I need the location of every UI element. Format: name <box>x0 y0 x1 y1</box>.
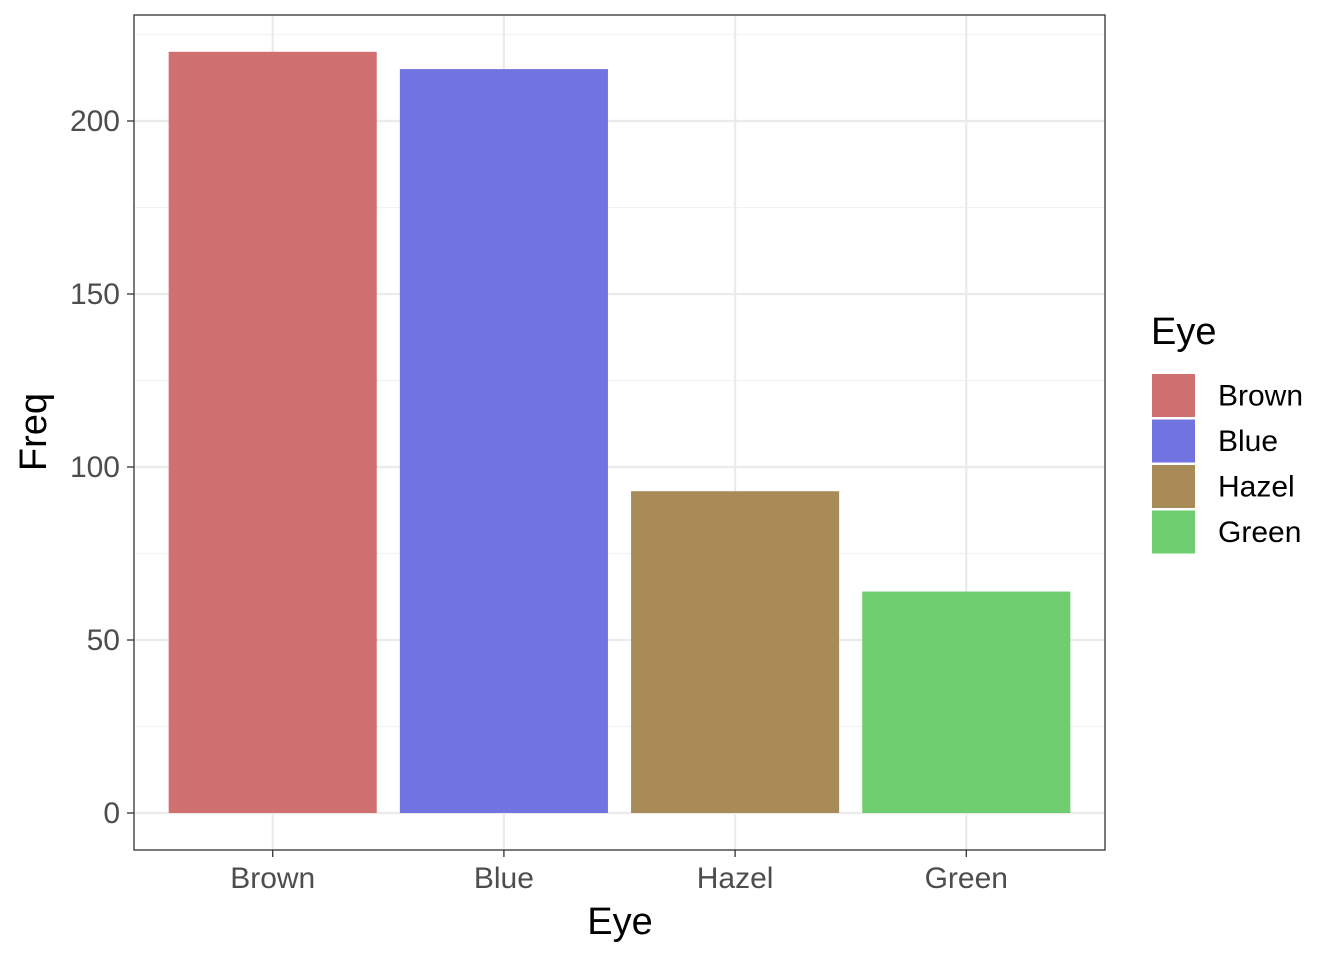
x-tick-label: Brown <box>230 862 315 895</box>
x-axis-title: Eye <box>587 901 652 943</box>
y-tick-label: 100 <box>70 451 120 484</box>
x-tick-label: Hazel <box>697 862 774 895</box>
legend-label: Green <box>1218 516 1301 549</box>
panel-border <box>133 14 1106 851</box>
legend: Eye Brown Blue Hazel Green <box>1151 311 1303 554</box>
y-tick-label: 50 <box>87 624 120 657</box>
bar-hazel <box>631 491 840 813</box>
x-tick-label: Blue <box>474 862 534 895</box>
y-tick-label: 0 <box>103 797 120 830</box>
legend-key-blue <box>1152 419 1195 463</box>
legend-key-green <box>1152 510 1195 554</box>
bar-blue <box>399 69 608 814</box>
y-tick-label: 150 <box>70 278 120 311</box>
legend-key-brown <box>1152 374 1195 417</box>
bars <box>168 51 1071 814</box>
bar-green <box>862 591 1071 813</box>
bar-brown <box>168 51 377 814</box>
legend-label: Hazel <box>1218 471 1295 504</box>
legend-key-hazel <box>1152 465 1195 508</box>
x-axis: Brown Blue Hazel Green <box>230 850 1008 895</box>
y-axis: 0 50 100 150 200 <box>70 105 134 830</box>
legend-label: Brown <box>1218 380 1303 413</box>
legend-title: Eye <box>1151 311 1216 353</box>
axes: 0 50 100 150 200 Brown Blue Hazel Green Eye Fre… <box>13 105 1008 943</box>
y-axis-title: Freq <box>13 393 55 471</box>
legend-label: Blue <box>1218 425 1278 458</box>
x-tick-label: Green <box>925 862 1008 895</box>
legend-items: Brown Blue Hazel Green <box>1152 374 1303 554</box>
y-tick-label: 200 <box>70 105 120 138</box>
